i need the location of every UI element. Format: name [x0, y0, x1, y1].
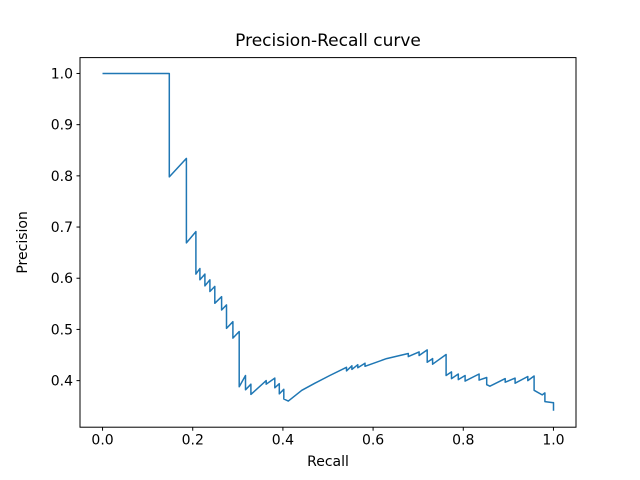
x-tick-label: 1.0: [542, 433, 564, 449]
chart-title: Precision-Recall curve: [235, 31, 421, 51]
y-tick-label: 0.7: [51, 220, 73, 236]
y-tick-label: 0.5: [51, 322, 73, 338]
x-tick-label: 0.4: [272, 433, 294, 449]
x-tick-label: 0.8: [452, 433, 474, 449]
y-tick-label: 0.6: [51, 271, 73, 287]
y-axis-ticks: 0.4 0.5 0.6 0.7 0.8 0.9 1.0: [51, 66, 80, 390]
plot-area-spines: [79, 57, 577, 428]
x-axis-ticks: 0.0 0.2 0.4 0.6 0.8 1.0: [91, 427, 565, 449]
x-tick-label: 0.2: [182, 433, 204, 449]
x-tick-label: 0.0: [91, 433, 113, 449]
x-axis-label: Recall: [307, 454, 349, 470]
x-tick-label: 0.6: [362, 433, 384, 449]
pr-curve-line: [102, 72, 555, 411]
y-tick-label: 1.0: [51, 66, 73, 82]
y-tick-label: 0.8: [51, 169, 73, 185]
y-tick-label: 0.9: [51, 118, 73, 134]
y-axis-label: Precision: [15, 211, 31, 273]
y-tick-label: 0.4: [51, 374, 73, 390]
